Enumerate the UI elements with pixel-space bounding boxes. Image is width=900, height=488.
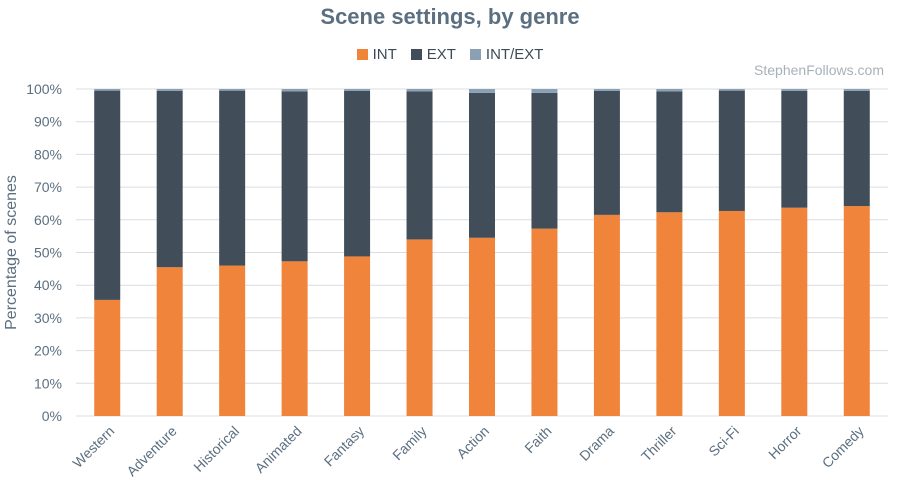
bar-int — [469, 237, 495, 416]
legend-label-ext: EXT — [426, 46, 456, 63]
bar-int — [281, 261, 308, 416]
x-tick-label: Historical — [190, 423, 242, 475]
bar-int — [344, 256, 371, 416]
x-tick-label: Adventure — [123, 423, 180, 480]
bar-int-ext — [531, 89, 558, 93]
bar-int-ext — [781, 89, 808, 91]
bar-int-ext — [718, 89, 745, 91]
x-tick-label: Horror — [765, 423, 805, 463]
bar-ext — [156, 90, 183, 268]
bar-ext — [406, 91, 433, 240]
bar-int — [843, 206, 870, 416]
y-tick-label: 60% — [34, 212, 62, 228]
bar-int — [781, 207, 808, 416]
bar-int — [593, 214, 620, 416]
x-tick-label: Thriller — [638, 423, 680, 465]
bar-int-ext — [94, 89, 121, 91]
y-tick-label: 100% — [26, 81, 62, 97]
bar-int — [219, 265, 246, 416]
x-tick-label: Faith — [521, 423, 554, 456]
bar-int-ext — [656, 89, 683, 92]
y-tick-label: 30% — [34, 310, 62, 326]
x-tick-label: Family — [389, 423, 429, 463]
x-tick-label: Comedy — [819, 423, 867, 471]
bar-ext — [94, 90, 121, 300]
y-tick-label: 50% — [34, 245, 62, 261]
bar-ext — [656, 91, 683, 213]
x-tick-label: Action — [453, 423, 492, 462]
y-tick-label: 90% — [34, 114, 62, 130]
bar-ext — [469, 92, 495, 238]
y-tick-label: 20% — [34, 343, 62, 359]
y-tick-label: 40% — [34, 277, 62, 293]
bar-ext — [344, 90, 371, 257]
bar-int-ext — [406, 89, 433, 92]
chart-title: Scene settings, by genre — [320, 4, 580, 29]
y-tick-label: 0% — [42, 408, 62, 424]
chart-legend: INT EXT INT/EXT — [0, 46, 900, 63]
y-tick-label: 70% — [34, 179, 62, 195]
y-tick-label: 80% — [34, 146, 62, 162]
bar-int — [531, 228, 558, 416]
bar-int-ext — [843, 89, 870, 91]
bar-int-ext — [219, 89, 246, 91]
bar-ext — [781, 90, 808, 208]
bar-int — [718, 210, 745, 416]
legend-item-int: INT — [356, 46, 397, 63]
y-tick-label: 10% — [34, 375, 62, 391]
watermark: StephenFollows.com — [754, 62, 884, 78]
bar-ext — [843, 90, 870, 207]
bar-int-ext — [469, 89, 495, 93]
bar-int-ext — [281, 89, 308, 92]
bar-ext — [219, 90, 246, 266]
x-tick-label: Drama — [576, 423, 617, 464]
bar-int — [406, 239, 433, 416]
bar-ext — [281, 91, 308, 262]
legend-swatch-ext — [410, 49, 422, 60]
bar-ext — [718, 90, 745, 211]
x-tick-label: Fantasy — [321, 423, 368, 470]
bar-ext — [593, 90, 620, 215]
bar-int — [656, 212, 683, 416]
legend-label-int: INT — [372, 46, 397, 63]
legend-item-intext: INT/EXT — [469, 46, 544, 63]
legend-swatch-int — [356, 49, 368, 60]
bar-ext — [531, 92, 558, 229]
bar-int-ext — [156, 89, 183, 91]
legend-swatch-intext — [469, 49, 481, 60]
bar-int-ext — [344, 89, 371, 91]
bar-int-ext — [593, 89, 620, 91]
legend-label-intext: INT/EXT — [485, 46, 544, 63]
legend-item-ext: EXT — [410, 46, 456, 63]
bar-int — [94, 299, 121, 416]
bar-int — [156, 267, 183, 416]
y-axis-label: Percentage of scenes — [3, 175, 20, 330]
x-tick-label: Sci-Fi — [705, 423, 742, 460]
x-tick-label: Western — [69, 423, 117, 471]
x-tick-label: Animated — [252, 423, 305, 476]
